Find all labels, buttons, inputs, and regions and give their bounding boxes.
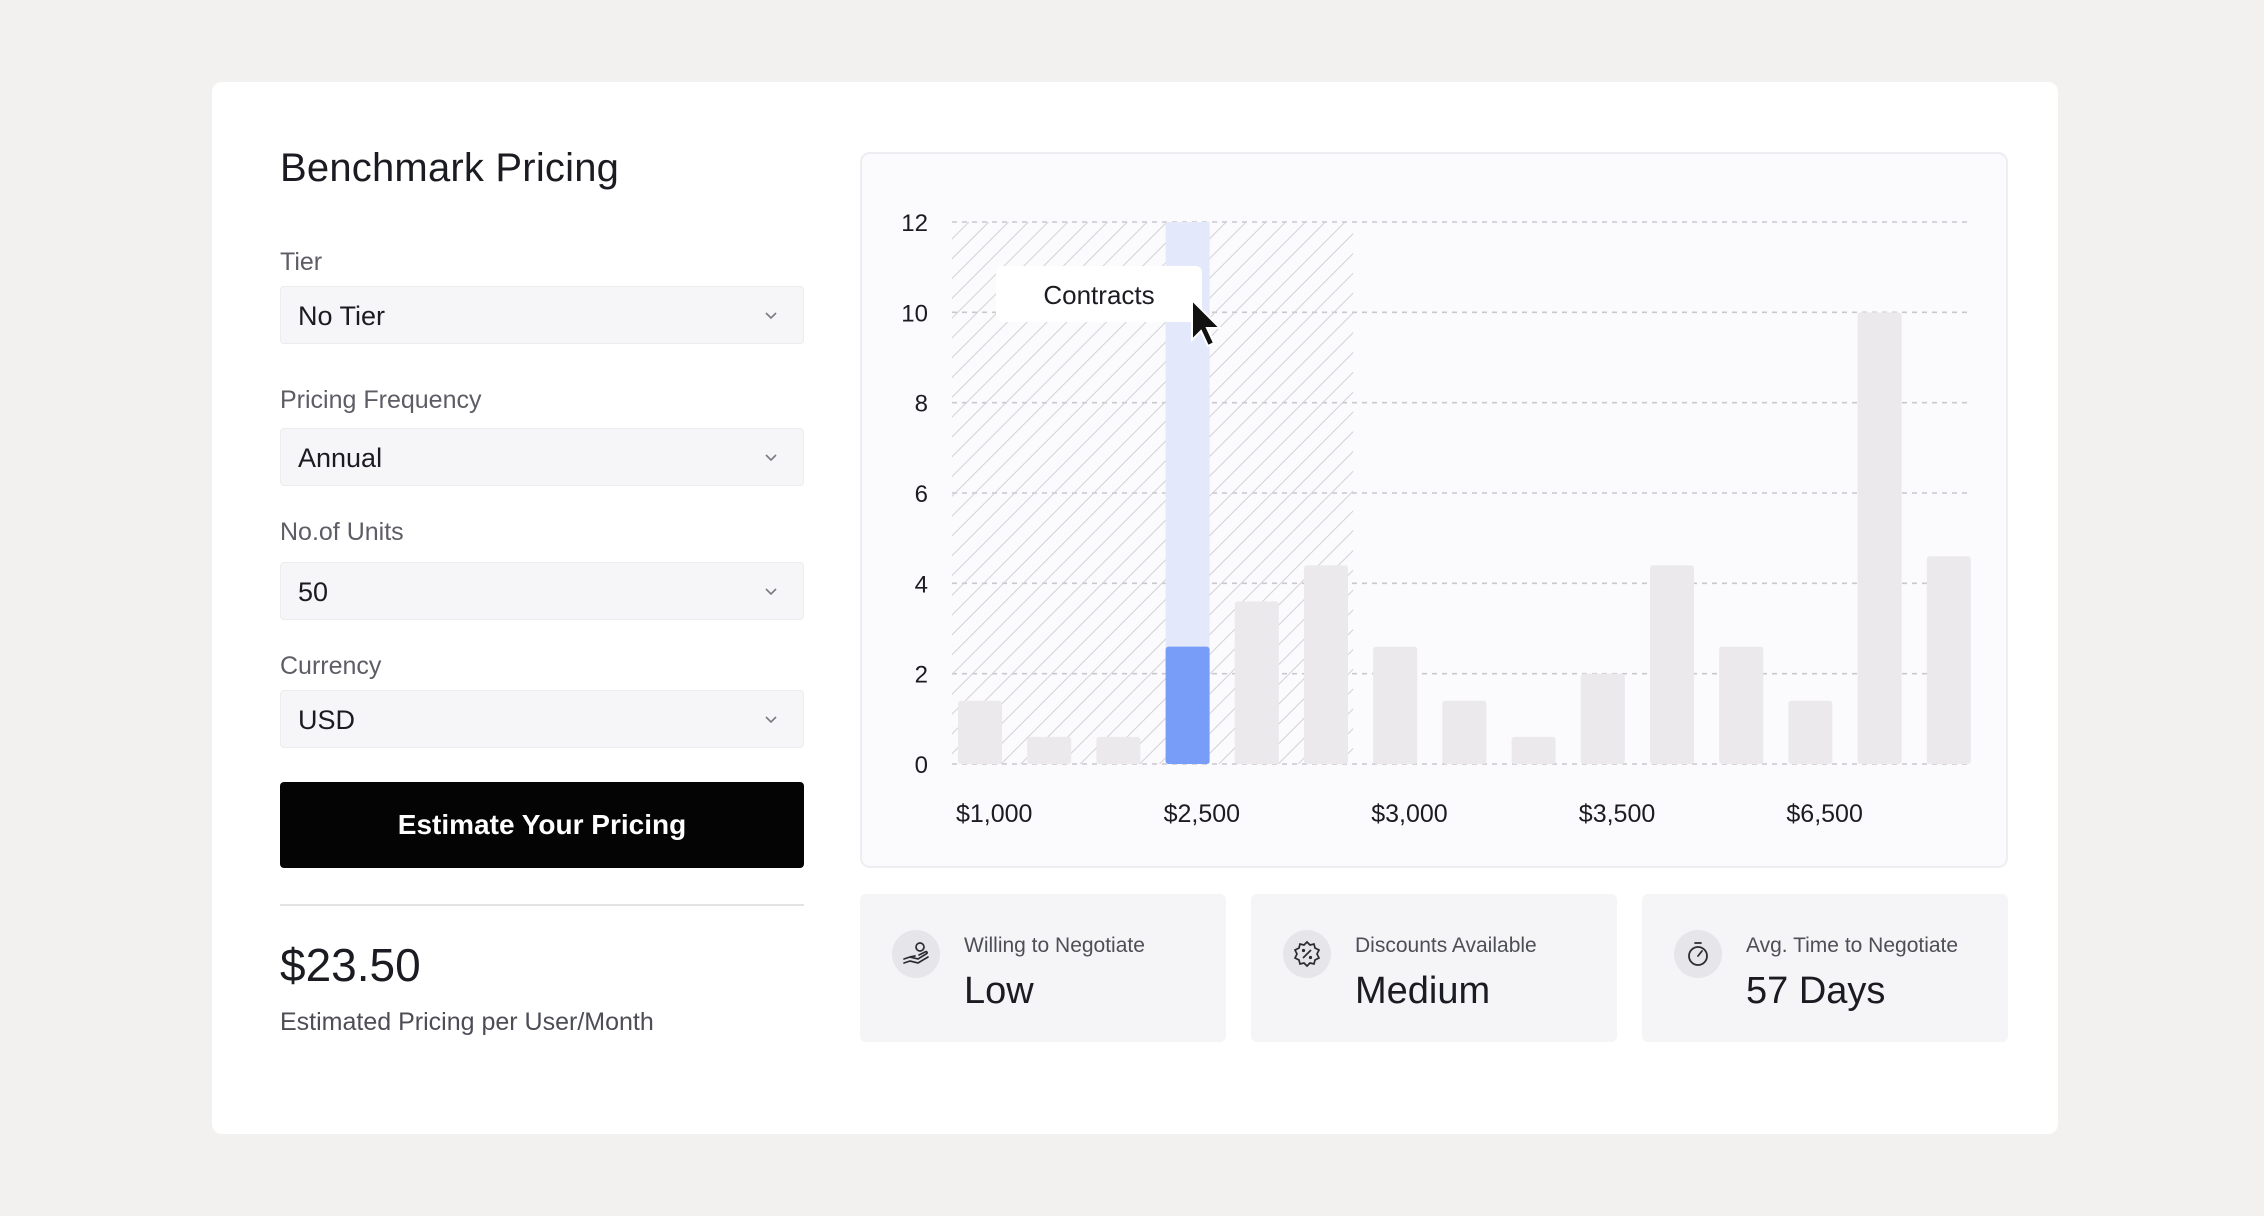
bar — [1857, 312, 1902, 764]
chevron-down-icon — [765, 588, 777, 596]
bar — [1511, 736, 1556, 764]
units-label: No.of Units — [280, 518, 404, 546]
tier-select[interactable]: No Tier — [280, 286, 804, 344]
stat-card-discounts: Discounts Available Medium — [1251, 894, 1617, 1042]
currency-select-value: USD — [298, 705, 356, 735]
frequency-select[interactable]: Annual — [280, 428, 804, 486]
bar — [1442, 700, 1487, 764]
stat-value: Low — [964, 970, 1034, 1012]
y-tick-label: 8 — [915, 391, 928, 418]
frequency-select-value: Annual — [298, 443, 383, 473]
bar — [1096, 736, 1141, 764]
stat-value: 57 Days — [1746, 970, 1886, 1012]
bar — [1027, 736, 1072, 764]
bar — [1234, 601, 1279, 764]
hand-coin-icon — [892, 930, 940, 978]
stat-card-negotiate: Willing to Negotiate Low — [860, 894, 1226, 1042]
bar — [1926, 556, 1971, 764]
tooltip-box — [996, 266, 1202, 322]
y-tick-label: 12 — [901, 210, 928, 237]
chevron-down-icon — [765, 716, 777, 724]
estimated-price: $23.50 — [280, 939, 421, 991]
stat-label: Discounts Available — [1355, 934, 1537, 957]
x-tick-label: $1,000 — [956, 800, 1032, 828]
tier-select-value: No Tier — [298, 301, 386, 331]
x-tick-label: $3,000 — [1371, 800, 1447, 828]
y-tick-label: 2 — [915, 662, 928, 689]
y-tick-label: 0 — [915, 752, 928, 779]
bar-highlighted — [1165, 646, 1210, 764]
estimated-price-caption: Estimated Pricing per User/Month — [280, 1008, 654, 1036]
estimate-pricing-button[interactable]: Estimate Your Pricing — [280, 782, 804, 868]
frequency-label: Pricing Frequency — [280, 386, 482, 414]
stat-label: Willing to Negotiate — [964, 934, 1145, 957]
chevron-down-icon — [765, 454, 777, 462]
bar — [958, 700, 1002, 764]
page-title: Benchmark Pricing — [280, 146, 620, 190]
tooltip-label: Contracts — [1043, 280, 1154, 310]
tier-label: Tier — [280, 248, 323, 276]
currency-label: Currency — [280, 652, 382, 680]
mouse-cursor-icon — [1191, 297, 1223, 348]
currency-select[interactable]: USD — [280, 690, 804, 748]
bar — [1373, 646, 1418, 764]
x-tick-label: $3,500 — [1579, 800, 1655, 828]
y-tick-label: 6 — [915, 481, 928, 508]
bar — [1650, 565, 1694, 764]
stat-value: Medium — [1355, 970, 1491, 1012]
y-tick-label: 10 — [901, 300, 928, 327]
units-select[interactable]: 50 — [280, 562, 804, 620]
bar — [1304, 565, 1348, 764]
discount-badge-icon — [1283, 930, 1331, 978]
units-select-value: 50 — [298, 577, 329, 607]
stat-card-time: Avg. Time to Negotiate 57 Days — [1642, 894, 2008, 1042]
y-tick-label: 4 — [915, 571, 928, 598]
chevron-down-icon — [765, 312, 777, 320]
x-tick-label: $6,500 — [1786, 800, 1862, 828]
bar — [1719, 646, 1764, 764]
price-distribution-chart: 0 2 4 6 8 10 12 $1,000 $2,500 $3,000 $3,500 $6,500… — [901, 210, 1972, 828]
stopwatch-icon — [1674, 930, 1722, 978]
stat-label: Avg. Time to Negotiate — [1746, 934, 1959, 957]
bar — [1788, 700, 1833, 764]
bar — [1580, 673, 1625, 764]
x-tick-label: $2,500 — [1164, 800, 1240, 828]
divider — [280, 904, 804, 906]
